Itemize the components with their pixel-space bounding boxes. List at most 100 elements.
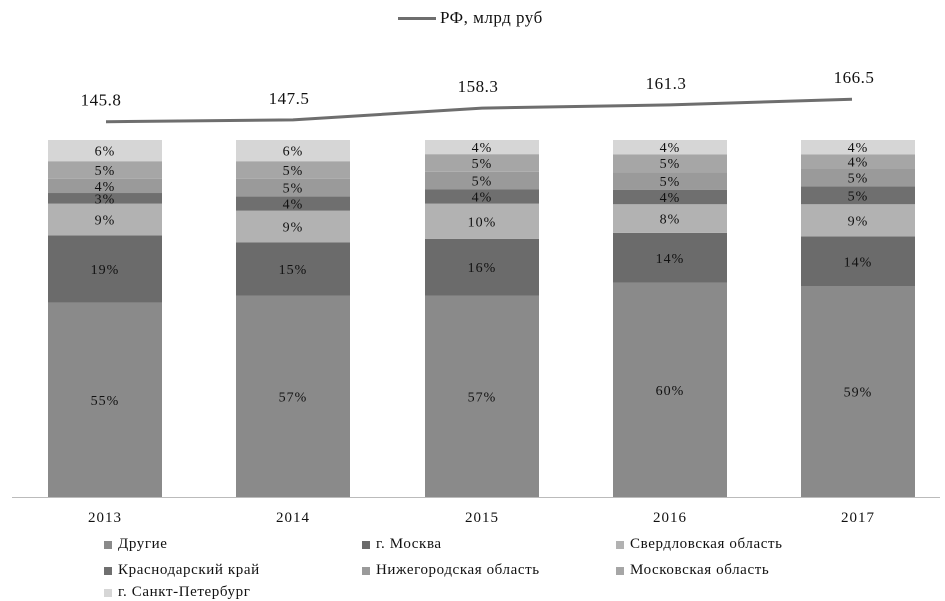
bar-segment: [801, 154, 915, 169]
data-label: 8%: [660, 213, 681, 228]
data-label: 57%: [279, 390, 308, 405]
legend-item-sverdlovsk: Свердловская область: [616, 536, 783, 553]
data-label: 5%: [848, 171, 869, 186]
data-label: 4%: [848, 155, 869, 170]
bar-segment: [48, 140, 162, 162]
data-label: 6%: [283, 145, 304, 160]
bar-segment: [425, 171, 539, 190]
legend-item-spb: г. Санкт-Петербург: [104, 584, 251, 601]
line-data-label: 158.3: [458, 77, 499, 96]
legend-item-nizhny: Нижегородская область: [362, 562, 540, 579]
bar-segment: [613, 154, 727, 173]
bar-segment: [613, 189, 727, 205]
bar-segment: [425, 140, 539, 155]
legend-swatch: [362, 566, 370, 575]
bar-segment: [425, 189, 539, 204]
bar-segment: [425, 238, 539, 296]
bar-segment: [801, 140, 915, 155]
bar-segment: [236, 242, 350, 296]
data-label: 16%: [468, 261, 497, 276]
x-tick-label: 2016: [653, 510, 687, 526]
bar-segment: [425, 203, 539, 239]
legend-swatch: [616, 566, 624, 575]
data-label: 5%: [848, 189, 869, 204]
legend-item-moscow-oblast: Московская область: [616, 562, 769, 579]
legend-label: г. Москва: [376, 536, 442, 552]
legend-swatch: [362, 540, 370, 549]
data-label: 5%: [95, 164, 116, 179]
legend-swatch: [104, 588, 112, 597]
legend-item-moskva: г. Москва: [362, 536, 442, 553]
legend-label: Свердловская область: [630, 536, 783, 552]
legend-label: Краснодарский край: [118, 562, 260, 578]
x-tick-label: 2013: [88, 510, 122, 526]
bar-segment: [425, 154, 539, 172]
legend-item-krasnodar: Краснодарский край: [104, 562, 260, 579]
data-label: 4%: [660, 191, 681, 206]
data-label: 5%: [472, 175, 493, 190]
data-label: 4%: [283, 198, 304, 213]
data-label: 5%: [283, 182, 304, 197]
legend-label: Другие: [118, 536, 168, 552]
line-data-label: 166.5: [834, 68, 875, 87]
data-label: 4%: [660, 141, 681, 156]
bar-segment: [236, 210, 350, 243]
data-label: 4%: [472, 191, 493, 206]
bar-segment: [613, 172, 727, 190]
bar-segment: [236, 178, 350, 197]
bar-segment: [236, 196, 350, 211]
bar-segment: [801, 204, 915, 237]
bar-segment: [48, 302, 162, 497]
data-label: 5%: [283, 164, 304, 179]
data-label: 5%: [660, 157, 681, 172]
bar-segment: [236, 295, 350, 497]
bar-segment: [48, 203, 162, 236]
bar-segment: [236, 140, 350, 162]
legend-label: Нижегородская область: [376, 562, 540, 578]
data-label: 9%: [848, 214, 869, 229]
data-label: 59%: [844, 386, 873, 401]
stacked-bar-chart: 55%19%9%3%4%5%6%201357%15%9%4%5%5%6%2014…: [12, 68, 940, 526]
data-label: 4%: [472, 141, 493, 156]
legend-swatch: [104, 540, 112, 549]
data-label: 6%: [95, 145, 116, 160]
data-label: 57%: [468, 390, 497, 405]
legend-swatch: [104, 566, 112, 575]
bar-segment: [48, 193, 162, 204]
bar-segment: [801, 286, 915, 497]
line-series-rf: [105, 97, 853, 124]
data-label: 14%: [844, 255, 873, 270]
bar-segment: [613, 282, 727, 497]
data-label: 55%: [91, 394, 120, 409]
data-label: 5%: [660, 175, 681, 190]
line-data-label: 147.5: [269, 89, 310, 108]
data-label: 4%: [848, 141, 869, 156]
x-tick-label: 2015: [465, 510, 499, 526]
legend-swatch: [616, 540, 624, 549]
line-data-label: 145.8: [81, 91, 122, 110]
data-label: 3%: [95, 192, 116, 207]
data-label: 60%: [656, 384, 685, 399]
data-label: 9%: [283, 221, 304, 236]
bar-segment: [801, 186, 915, 205]
bar-segment: [48, 161, 162, 179]
line-legend-label: РФ, млрд руб: [440, 8, 543, 27]
bar-segment: [613, 232, 727, 283]
bar-segment: [801, 236, 915, 287]
line-legend-swatch: [398, 16, 436, 20]
data-label: 14%: [656, 252, 685, 267]
legend-item-drugie: Другие: [104, 536, 167, 553]
data-label: 15%: [279, 263, 308, 278]
x-tick-label: 2014: [276, 510, 310, 526]
bar-segment: [613, 204, 727, 233]
bar-segment: [236, 161, 350, 179]
x-tick-label: 2017: [841, 510, 875, 526]
data-label: 5%: [472, 157, 493, 172]
data-label: 4%: [95, 180, 116, 195]
data-label: 19%: [91, 263, 120, 278]
bar-segment: [48, 235, 162, 303]
bar-segment: [48, 178, 162, 194]
line-legend: РФ, млрд руб: [398, 8, 543, 28]
bar-segment: [613, 140, 727, 155]
legend-label: г. Санкт-Петербург: [118, 584, 251, 600]
